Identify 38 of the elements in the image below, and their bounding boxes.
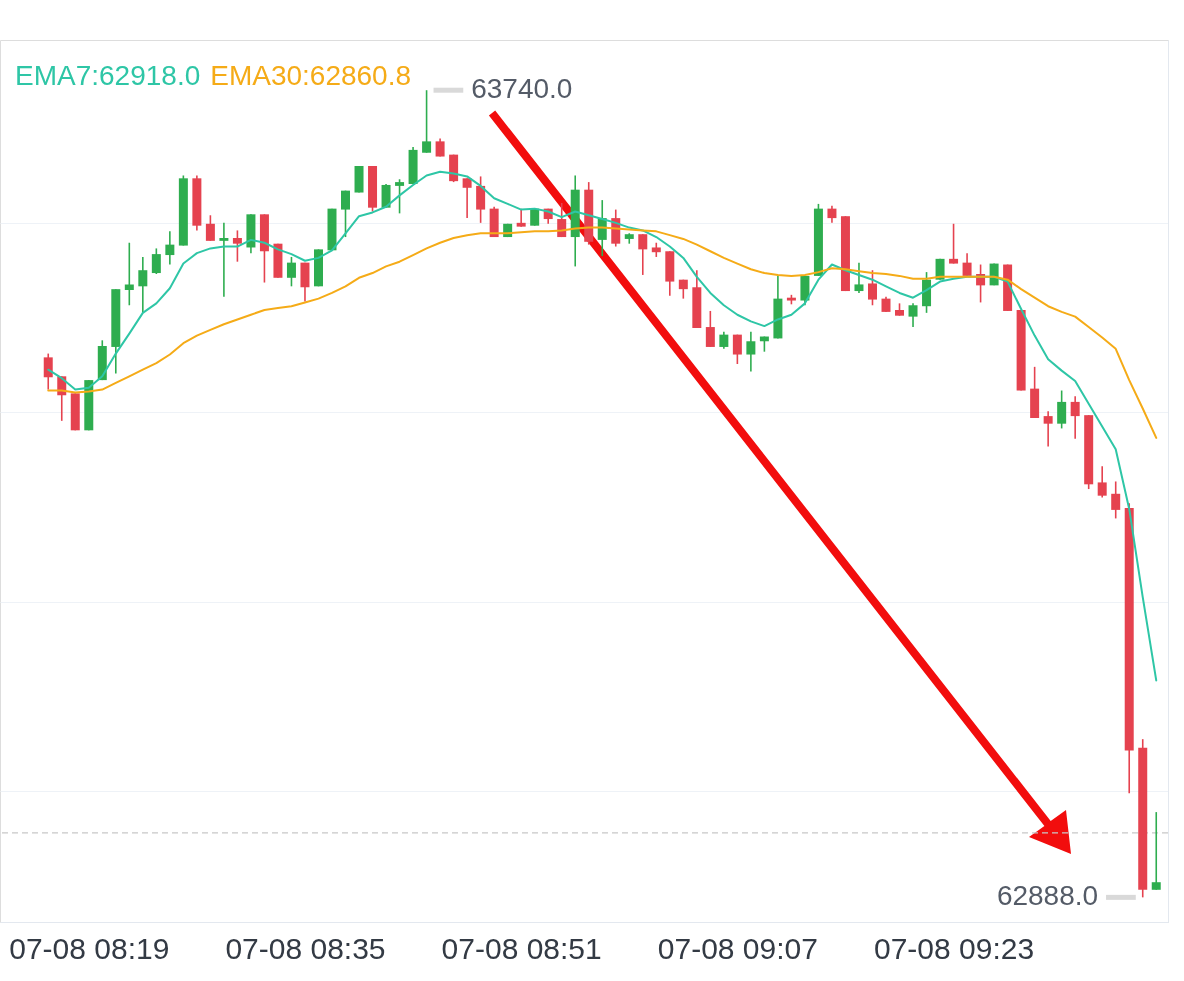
candlestick (638, 233, 648, 276)
candlestick (1097, 465, 1107, 499)
candlestick (949, 222, 959, 265)
x-tick-label: 07-08 08:19 (9, 931, 170, 965)
x-tick-label: 07-08 08:35 (225, 931, 386, 965)
text: EMA30:62860.8 (210, 60, 412, 91)
x-tick-label: 07-08 09:23 (873, 931, 1035, 965)
candlestick (908, 302, 918, 328)
candlestick (395, 178, 405, 215)
candlestick (165, 230, 175, 266)
candlestick (1151, 811, 1161, 891)
candlestick (746, 330, 756, 373)
candlestick (1070, 395, 1080, 440)
candlestick (341, 189, 351, 238)
annotation: 63740.0 (471, 73, 573, 105)
candlestick (43, 352, 53, 391)
candlestick (1057, 389, 1067, 430)
candlestick (476, 175, 486, 224)
candlestick (962, 252, 972, 277)
candlestick (867, 269, 877, 307)
candlestick (422, 89, 432, 154)
candlestick (124, 241, 134, 307)
candlestick (854, 261, 864, 294)
annotation: 62888.0 (996, 880, 1099, 912)
candlestick (205, 214, 215, 242)
text: EMA7:62918.0 (15, 60, 201, 91)
candlestick (1111, 480, 1121, 520)
x-tick-label: 07-08 08:51 (441, 931, 602, 965)
candlestick (232, 229, 242, 263)
candlestick (1043, 410, 1053, 448)
candlestick (151, 247, 161, 275)
candlestick (732, 333, 742, 365)
candlestick (138, 256, 148, 314)
x-tick-label: 07-08 09:07 (657, 931, 818, 965)
candlestick (705, 310, 715, 348)
candlestick (286, 256, 296, 288)
candlestick (219, 222, 229, 298)
candlestick (462, 177, 472, 219)
